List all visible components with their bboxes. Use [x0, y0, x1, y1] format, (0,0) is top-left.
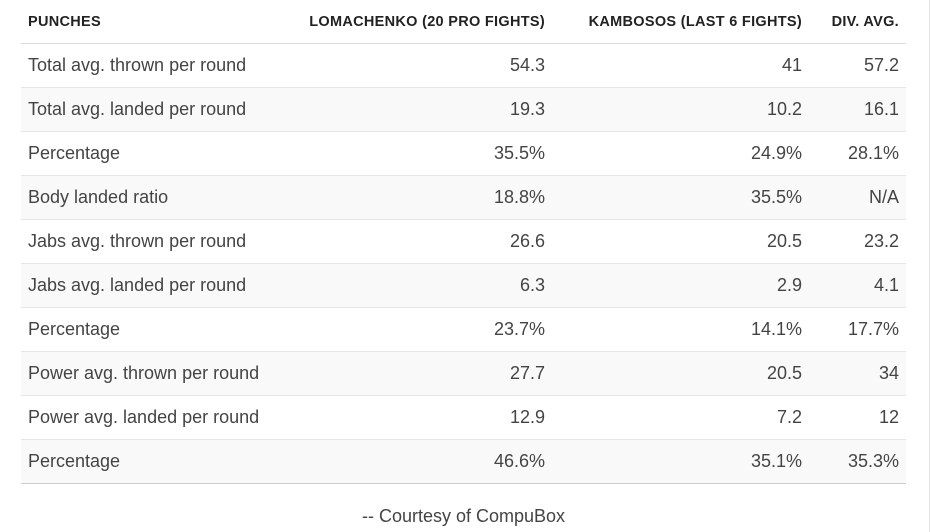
lomachenko-value: 35.5% [276, 131, 552, 176]
page-right-border [929, 0, 930, 532]
kambosos-value: 2.9 [552, 263, 809, 308]
table-row: Percentage 46.6% 35.1% 35.3% [21, 439, 906, 484]
table-row: Jabs avg. landed per round 6.3 2.9 4.1 [21, 263, 906, 308]
table-row: Percentage 23.7% 14.1% 17.7% [21, 307, 906, 352]
division-average-value: 28.1% [809, 131, 906, 176]
lomachenko-value: 6.3 [276, 263, 552, 308]
compubox-stats-table: PUNCHES LOMACHENKO (20 PRO FIGHTS) KAMBO… [21, 0, 906, 484]
header-row: PUNCHES LOMACHENKO (20 PRO FIGHTS) KAMBO… [21, 0, 906, 44]
division-average-value: 57.2 [809, 43, 906, 88]
kambosos-value: 41 [552, 43, 809, 88]
kambosos-value: 14.1% [552, 307, 809, 352]
lomachenko-value: 26.6 [276, 219, 552, 264]
stat-label: Percentage [21, 307, 276, 352]
kambosos-value: 20.5 [552, 351, 809, 396]
header-punches: PUNCHES [21, 0, 276, 44]
stat-label: Jabs avg. thrown per round [21, 219, 276, 264]
table-row: Jabs avg. thrown per round 26.6 20.5 23.2 [21, 219, 906, 264]
lomachenko-value: 46.6% [276, 439, 552, 484]
table-row: Power avg. thrown per round 27.7 20.5 34 [21, 351, 906, 396]
division-average-value: N/A [809, 175, 906, 220]
kambosos-value: 20.5 [552, 219, 809, 264]
lomachenko-value: 18.8% [276, 175, 552, 220]
lomachenko-value: 12.9 [276, 395, 552, 440]
stat-label: Total avg. landed per round [21, 87, 276, 132]
kambosos-value: 35.5% [552, 175, 809, 220]
table-row: Percentage 35.5% 24.9% 28.1% [21, 131, 906, 176]
table-header: PUNCHES LOMACHENKO (20 PRO FIGHTS) KAMBO… [21, 0, 906, 44]
table-row: Power avg. landed per round 12.9 7.2 12 [21, 395, 906, 440]
stat-label: Percentage [21, 439, 276, 484]
division-average-value: 12 [809, 395, 906, 440]
header-kambosos: KAMBOSOS (LAST 6 FIGHTS) [552, 0, 809, 44]
stat-label: Power avg. landed per round [21, 395, 276, 440]
division-average-value: 34 [809, 351, 906, 396]
lomachenko-value: 23.7% [276, 307, 552, 352]
division-average-value: 35.3% [809, 439, 906, 484]
table-row: Body landed ratio 18.8% 35.5% N/A [21, 175, 906, 220]
credit-line: -- Courtesy of CompuBox [361, 506, 566, 526]
table-body: Total avg. thrown per round 54.3 41 57.2 Tot… [21, 43, 906, 484]
division-average-value: 17.7% [809, 307, 906, 352]
table-row: Total avg. landed per round 19.3 10.2 16.1 [21, 87, 906, 132]
table-row: Total avg. thrown per round 54.3 41 57.2 [21, 43, 906, 88]
lomachenko-value: 54.3 [276, 43, 552, 88]
kambosos-value: 7.2 [552, 395, 809, 440]
stat-label: Body landed ratio [21, 175, 276, 220]
kambosos-value: 24.9% [552, 131, 809, 176]
stat-label: Jabs avg. landed per round [21, 263, 276, 308]
header-lomachenko: LOMACHENKO (20 PRO FIGHTS) [276, 0, 552, 44]
stat-label: Percentage [21, 131, 276, 176]
lomachenko-value: 19.3 [276, 87, 552, 132]
header-division-average: DIV. AVG. [809, 0, 906, 44]
stat-label: Power avg. thrown per round [21, 351, 276, 396]
kambosos-value: 35.1% [552, 439, 809, 484]
stat-label: Total avg. thrown per round [21, 43, 276, 88]
division-average-value: 4.1 [809, 263, 906, 308]
lomachenko-value: 27.7 [276, 351, 552, 396]
division-average-value: 23.2 [809, 219, 906, 264]
kambosos-value: 10.2 [552, 87, 809, 132]
division-average-value: 16.1 [809, 87, 906, 132]
